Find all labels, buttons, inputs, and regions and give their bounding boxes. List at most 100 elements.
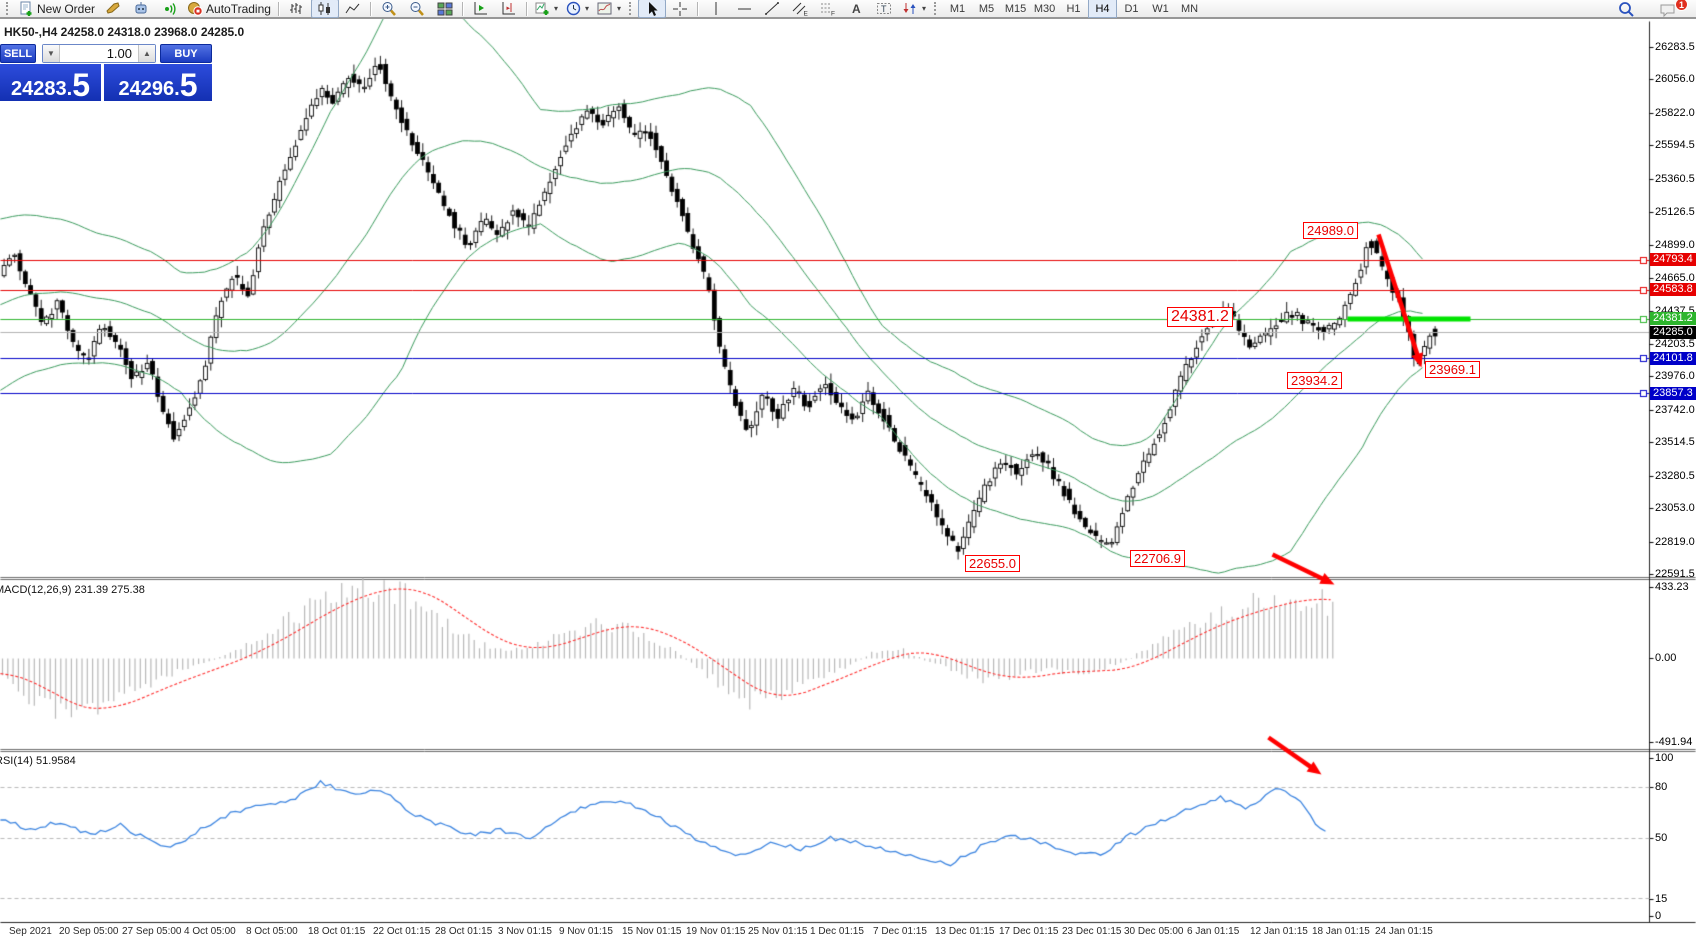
- price-tick-label: 24899.0: [1655, 238, 1695, 251]
- timeframe-button-h4[interactable]: H4: [1088, 0, 1118, 18]
- toolbar-items: New Order AutoTrading ▾ ▾ ▾ E F A T ▾ M1 M5 M15 M30 H1…: [2, 0, 1204, 18]
- toolbar-separator: [525, 1, 528, 16]
- volume-control: ▼ ▲: [42, 44, 156, 63]
- rsi-indicator-label: RSI(14) 51.9584: [0, 755, 76, 767]
- timeframe-button-h1[interactable]: H1: [1066, 2, 1081, 15]
- equidistant-channel-button[interactable]: E: [786, 0, 814, 18]
- toolbar-grip: [629, 2, 634, 15]
- signals-icon-icon: [161, 1, 177, 16]
- equidistant-channel-icon: E: [792, 1, 808, 16]
- notifications-icon[interactable]: 1: [1654, 0, 1688, 19]
- auto-scroll-button[interactable]: [467, 0, 495, 18]
- new-order-button[interactable]: New Order: [15, 0, 99, 18]
- toolbar-grip: [934, 2, 939, 15]
- crosshair-button[interactable]: [666, 0, 694, 18]
- text-label-icon: T: [876, 1, 892, 16]
- time-tick-label: 27 Sep 05:00: [122, 926, 182, 937]
- timeframe-button-w1[interactable]: W1: [1152, 2, 1169, 15]
- signals-icon[interactable]: [155, 0, 183, 18]
- toolbar: New Order AutoTrading ▾ ▾ ▾ E F A T ▾ M1 M5 M15 M30 H1…: [0, 0, 1696, 19]
- price-annotation-box[interactable]: 22655.0: [965, 555, 1020, 572]
- periods-icon: [566, 1, 581, 16]
- text-button[interactable]: A: [842, 0, 870, 18]
- timeframe-button-m5[interactable]: M5: [978, 2, 995, 15]
- timeframe-button-m30[interactable]: M30: [1033, 2, 1056, 15]
- indicator-tick-label: 0: [1655, 910, 1662, 922]
- price-tick-label: 23976.0: [1655, 370, 1695, 383]
- time-tick-label: 17 Dec 01:15: [999, 926, 1059, 937]
- price-line-badge: 24583.8: [1650, 283, 1696, 297]
- time-tick-label: 25 Nov 01:15: [748, 926, 808, 937]
- dropdown-caret-icon: ▾: [584, 4, 589, 13]
- templates-button[interactable]: ▾: [593, 0, 625, 18]
- svg-text:T: T: [881, 4, 887, 14]
- experts-icon-icon: [133, 1, 149, 16]
- time-tick-label: 19 Nov 01:15: [686, 926, 746, 937]
- dropdown-caret-icon: ▾: [922, 4, 927, 13]
- search-icon[interactable]: [1612, 0, 1640, 19]
- volume-increase-button[interactable]: ▲: [138, 45, 155, 62]
- price-annotation-box[interactable]: 23934.2: [1287, 372, 1342, 389]
- auto-scroll-icon: [473, 1, 489, 16]
- cursor-icon: [644, 1, 660, 17]
- arrows-button[interactable]: ▾: [898, 0, 930, 18]
- time-tick-label: 7 Dec 01:15: [873, 926, 927, 937]
- price-tick-label: 25822.0: [1655, 106, 1695, 119]
- one-click-trading-widget: SELL ▼ ▲ BUY 24283.5 24296.5: [0, 44, 212, 101]
- candlestick-chart-button[interactable]: [310, 0, 339, 18]
- cursor-button[interactable]: [638, 0, 666, 18]
- toolbar-separator: [461, 1, 464, 16]
- volume-decrease-button[interactable]: ▼: [43, 45, 60, 62]
- time-tick-label: 12 Jan 01:15: [1250, 926, 1308, 937]
- tile-windows-button[interactable]: [431, 0, 459, 18]
- trendline-button[interactable]: [758, 0, 786, 18]
- price-tick-label: 25126.5: [1655, 206, 1695, 219]
- periods-button[interactable]: ▾: [562, 0, 593, 18]
- price-tick-label: 26283.5: [1655, 41, 1695, 53]
- sell-button[interactable]: SELL: [0, 44, 36, 63]
- zoom-in-button[interactable]: [375, 0, 403, 18]
- price-annotation-box[interactable]: 24381.2: [1167, 307, 1233, 327]
- price-annotation-box[interactable]: 24989.0: [1303, 222, 1358, 239]
- zoom-out-icon: [409, 1, 425, 17]
- bar-chart-button[interactable]: [283, 0, 311, 18]
- sell-price[interactable]: 24283. 5: [0, 64, 101, 101]
- svg-text:E: E: [804, 11, 809, 17]
- order-controls-row: SELL ▼ ▲ BUY: [0, 44, 212, 63]
- text-label-button[interactable]: T: [870, 0, 898, 18]
- time-tick-label: 18 Jan 01:15: [1312, 926, 1370, 937]
- alerts-icon[interactable]: [99, 0, 127, 18]
- price-annotation-box[interactable]: 22706.9: [1130, 550, 1185, 567]
- fibonacci-button[interactable]: F: [814, 0, 842, 18]
- price-tick-label: 23742.0: [1655, 403, 1695, 416]
- experts-icon[interactable]: [127, 0, 155, 18]
- price-tick-label: 23053.0: [1655, 502, 1695, 515]
- buy-button[interactable]: BUY: [160, 44, 212, 63]
- horizontal-line-button[interactable]: [730, 0, 758, 18]
- vertical-line-button[interactable]: [702, 0, 730, 18]
- indicators-button[interactable]: ▾: [531, 0, 562, 18]
- templates-icon: [597, 1, 613, 16]
- timeframe-button-m15[interactable]: M15: [1004, 2, 1027, 15]
- timeframe-button-m1[interactable]: M1: [949, 2, 966, 15]
- fibonacci-icon: F: [820, 1, 836, 16]
- bar-chart-icon: [289, 1, 305, 16]
- buy-price[interactable]: 24296. 5: [104, 64, 212, 101]
- indicator-tick-label: 50: [1655, 832, 1668, 844]
- autotrading-button[interactable]: AutoTrading: [183, 0, 275, 18]
- timeframe-button-mn[interactable]: MN: [1180, 2, 1199, 15]
- price-tick-label: 24203.5: [1655, 337, 1695, 350]
- time-tick-label: 6 Jan 01:15: [1187, 926, 1240, 937]
- price-line-badge: 24285.0: [1650, 325, 1696, 339]
- indicator-tick-label: 15: [1655, 893, 1668, 905]
- price-annotation-box[interactable]: 23969.1: [1425, 361, 1480, 378]
- line-chart-button[interactable]: [339, 0, 367, 18]
- price-tick-label: 25360.5: [1655, 172, 1695, 185]
- volume-input[interactable]: [60, 45, 138, 62]
- zoom-in-icon: [381, 1, 397, 17]
- zoom-out-button[interactable]: [403, 0, 431, 18]
- chart-shift-button[interactable]: [495, 0, 523, 18]
- timeframe-button-d1[interactable]: D1: [1124, 2, 1139, 15]
- price-tick-label: 23280.5: [1655, 469, 1695, 482]
